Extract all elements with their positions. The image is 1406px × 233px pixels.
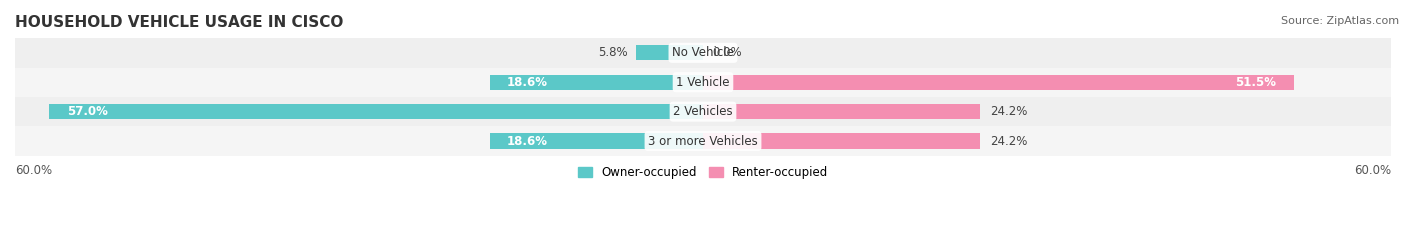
Text: 18.6%: 18.6%: [508, 134, 548, 147]
Bar: [15, 97, 1391, 126]
Text: 0.0%: 0.0%: [713, 46, 742, 59]
Text: 3 or more Vehicles: 3 or more Vehicles: [648, 134, 758, 147]
Legend: Owner-occupied, Renter-occupied: Owner-occupied, Renter-occupied: [578, 166, 828, 179]
Bar: [15, 126, 1391, 156]
Text: Source: ZipAtlas.com: Source: ZipAtlas.com: [1281, 16, 1399, 26]
Bar: [703, 75, 1294, 90]
Text: 57.0%: 57.0%: [66, 105, 107, 118]
Bar: [489, 134, 703, 149]
Text: 24.2%: 24.2%: [990, 105, 1026, 118]
Text: 60.0%: 60.0%: [1354, 164, 1391, 177]
Text: HOUSEHOLD VEHICLE USAGE IN CISCO: HOUSEHOLD VEHICLE USAGE IN CISCO: [15, 15, 343, 30]
Text: No Vehicle: No Vehicle: [672, 46, 734, 59]
Bar: [703, 104, 980, 119]
Text: 1 Vehicle: 1 Vehicle: [676, 76, 730, 89]
Text: 24.2%: 24.2%: [990, 134, 1026, 147]
Text: 60.0%: 60.0%: [15, 164, 52, 177]
Text: 5.8%: 5.8%: [598, 46, 627, 59]
Text: 18.6%: 18.6%: [508, 76, 548, 89]
Bar: [637, 45, 703, 60]
Text: 2 Vehicles: 2 Vehicles: [673, 105, 733, 118]
Text: 51.5%: 51.5%: [1236, 76, 1277, 89]
Bar: [15, 38, 1391, 68]
Bar: [703, 134, 980, 149]
Bar: [489, 75, 703, 90]
Bar: [15, 68, 1391, 97]
Bar: [49, 104, 703, 119]
